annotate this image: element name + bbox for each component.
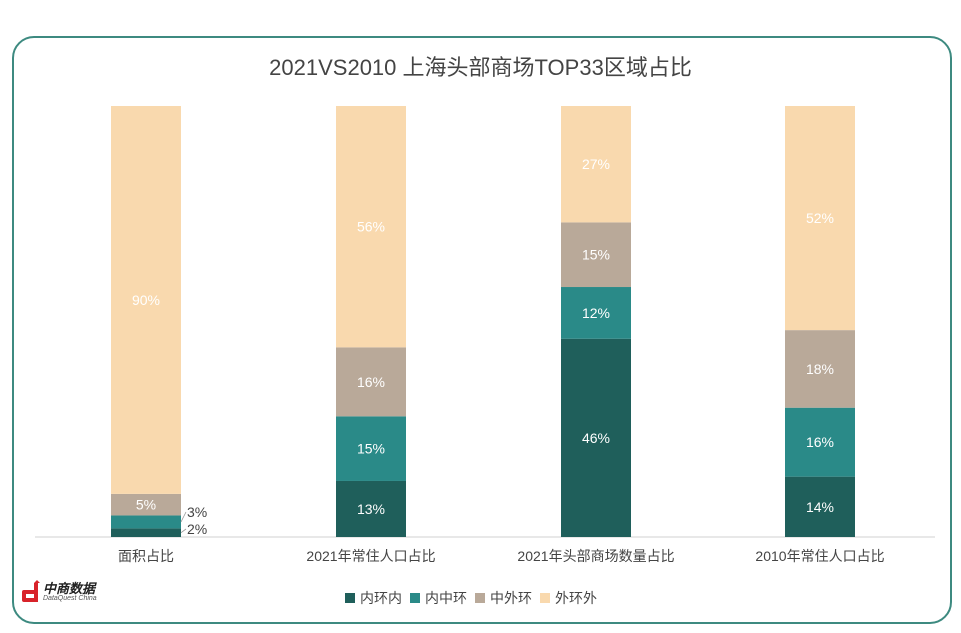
data-label: 16% — [357, 374, 385, 390]
bar-segment — [561, 287, 631, 339]
logo-icon — [22, 580, 40, 604]
legend-swatch — [345, 593, 355, 603]
leader-line — [180, 511, 187, 523]
legend-item: 中外环 — [475, 588, 532, 608]
bar-segment — [336, 347, 406, 417]
bar-segment — [785, 330, 855, 408]
legend-swatch — [410, 593, 420, 603]
data-label: 2% — [187, 521, 207, 537]
data-label: 15% — [582, 247, 610, 263]
data-label: 5% — [136, 497, 156, 513]
data-label: 16% — [806, 434, 834, 450]
data-label: 46% — [582, 430, 610, 446]
data-label: 14% — [806, 499, 834, 515]
bar-segment — [111, 106, 181, 494]
category-label: 面积占比 — [118, 548, 174, 564]
bar-segment — [111, 528, 181, 537]
bar-segment — [561, 338, 631, 537]
data-label: 18% — [806, 361, 834, 377]
leader-line — [180, 528, 187, 534]
bar-segment — [336, 106, 406, 348]
bar-segment — [111, 515, 181, 529]
legend-label: 外环外 — [555, 590, 597, 606]
logo-sub: DataQuest China — [43, 595, 97, 602]
chart-frame — [12, 36, 952, 624]
data-label: 12% — [582, 305, 610, 321]
bar-segment — [561, 222, 631, 288]
data-label: 90% — [132, 292, 160, 308]
bar-segment — [111, 493, 181, 516]
data-label: 3% — [187, 504, 207, 520]
legend: 内环内 内中环 中外环 外环外 — [345, 588, 597, 608]
bar-segment — [785, 476, 855, 537]
category-label: 2021年常住人口占比 — [306, 548, 435, 564]
legend-item: 外环外 — [540, 588, 597, 608]
legend-item: 内中环 — [410, 588, 467, 608]
legend-label: 内环内 — [360, 590, 402, 606]
legend-label: 内中环 — [425, 590, 467, 606]
bar-segment — [785, 106, 855, 331]
category-label: 2021年头部商场数量占比 — [517, 548, 674, 564]
bar-segment — [336, 416, 406, 481]
data-label: 13% — [357, 501, 385, 517]
data-label: 52% — [806, 210, 834, 226]
bar-segment — [785, 407, 855, 477]
chart-title: 2021VS2010 上海头部商场TOP33区域占比 — [269, 55, 692, 80]
legend-item: 内环内 — [345, 588, 402, 608]
legend-swatch — [475, 593, 485, 603]
legend-swatch — [540, 593, 550, 603]
legend-label: 中外环 — [490, 590, 532, 606]
category-label: 2010年常住人口占比 — [755, 548, 884, 564]
bar-segment — [561, 106, 631, 223]
logo: 中商数据 DataQuest China — [22, 580, 97, 604]
data-label: 15% — [357, 441, 385, 457]
data-label: 27% — [582, 156, 610, 172]
bar-segment — [336, 480, 406, 537]
logo-name: 中商数据 — [43, 581, 96, 596]
data-label: 56% — [357, 219, 385, 235]
